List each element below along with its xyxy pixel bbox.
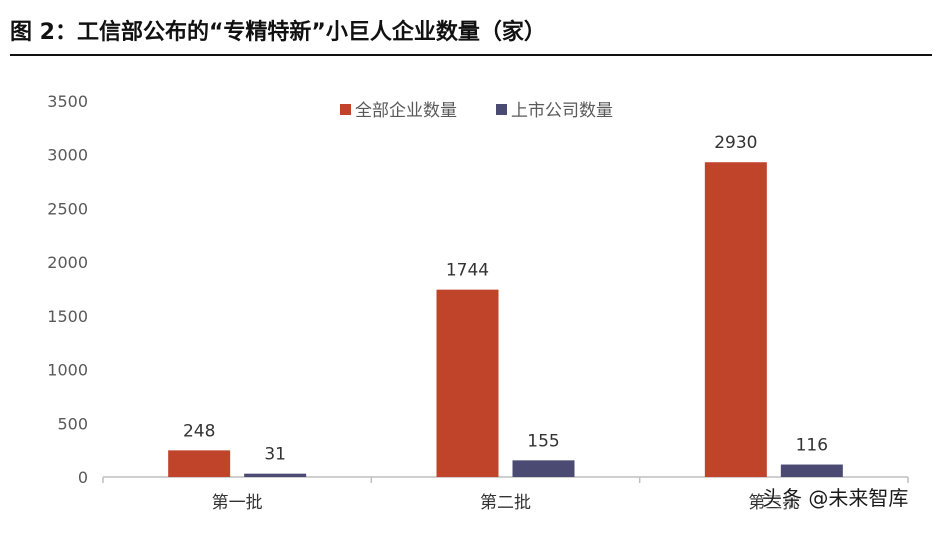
legend-label: 上市公司数量 xyxy=(511,101,613,121)
data-label: 248 xyxy=(183,421,215,441)
data-label: 1744 xyxy=(446,261,489,281)
legend: 全部企业数量 上市公司数量 xyxy=(340,101,613,121)
legend-swatch xyxy=(340,104,351,115)
y-tick-label: 2000 xyxy=(47,253,88,272)
title-rule xyxy=(10,54,932,56)
bar xyxy=(780,464,843,477)
data-label: 2930 xyxy=(714,133,757,153)
bar xyxy=(512,460,575,477)
bars xyxy=(168,162,843,477)
legend-swatch xyxy=(496,104,507,115)
bar xyxy=(704,162,767,477)
data-label: 31 xyxy=(264,445,286,465)
y-tick-label: 0 xyxy=(78,468,88,487)
y-tick-label: 3500 xyxy=(47,92,88,111)
x-category-label: 第二批 xyxy=(480,493,531,513)
y-tick-label: 1000 xyxy=(47,361,88,380)
y-tick-label: 3000 xyxy=(47,146,88,165)
x-axis: 第一批 第二批 第三批 xyxy=(102,476,909,513)
y-tick-label: 500 xyxy=(57,414,88,433)
data-labels: 248 31 1744 155 2930 116 xyxy=(183,133,828,464)
data-label: 116 xyxy=(796,436,828,456)
x-category-label: 第一批 xyxy=(212,493,263,513)
x-category-label: 第三批 xyxy=(748,493,799,513)
y-tick-label: 2500 xyxy=(47,199,88,218)
bar xyxy=(244,473,307,477)
y-tick-label: 1500 xyxy=(47,307,88,326)
legend-label: 全部企业数量 xyxy=(355,101,457,121)
data-label: 155 xyxy=(527,431,559,451)
bar xyxy=(436,289,499,477)
y-axis: 0 500 1000 1500 2000 2500 3000 3500 xyxy=(47,92,88,487)
bar xyxy=(168,450,231,477)
chart-title: 图 2：工信部公布的“专精特新”小巨人企业数量（家） xyxy=(10,20,546,45)
watermark: 头条 @未来智库 xyxy=(762,486,909,510)
